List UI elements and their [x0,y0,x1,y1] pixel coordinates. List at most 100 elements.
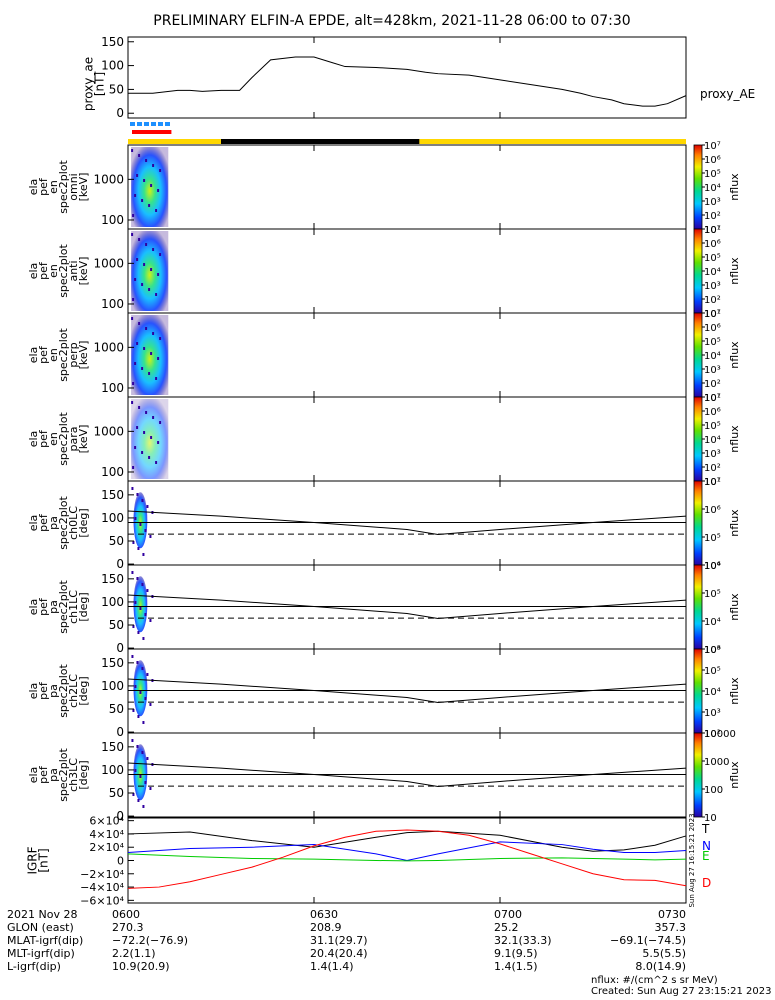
colorbar-tick-label: 10⁷ [704,309,721,320]
pitch-angle-speckle [134,601,137,604]
colorbar-7 [693,732,703,818]
pitch-angle-speckle [132,625,135,628]
spectro-ylabel-omni-line: pef [37,177,50,196]
colorbar-tick-label: 10⁴ [704,435,721,446]
colorbar-tick-label: 10⁵ [704,533,721,544]
colorbar-tick-label: 10⁷ [704,477,721,488]
pa-ylabel-ch2LC-line: pef [37,681,50,700]
pa-ylabel-ch0LC-line: spec2plot [57,496,70,550]
colorbar-label: nflux [728,509,741,537]
y-tick-label: 50 [109,618,124,632]
spectrogram-speckle [131,233,134,236]
spectrogram-speckle [141,283,144,286]
spectrogram-speckle [148,288,151,291]
y-tick-label: 0 [116,557,124,571]
pitch-angle-speckle [141,583,144,586]
pa-ylabel-ch2LC-line: ela [27,683,40,700]
spectro-ylabel-anti-line: anti [67,260,80,281]
y-tick-label: 100 [101,59,124,73]
y-tick-label: 150 [101,488,124,502]
spectro-ylabel-anti-line: [keV] [77,257,90,286]
spectrogram-speckle [148,204,151,207]
y-tick-label: −6×10⁴ [80,894,124,907]
colorbar-tick-label: 10¹ [704,225,721,236]
y-tick-label: 50 [109,534,124,548]
y-tick-label: 100 [101,213,124,227]
y-tick-label: 0 [117,855,124,868]
pitch-angle-speckle [131,739,134,742]
pitch-angle-speckle [146,589,149,592]
colorbar-tick-label: 10¹ [704,477,721,488]
spectrogram-speckle [132,298,135,301]
pitch-angle-speckle [149,787,152,790]
y-tick-label: 0 [116,641,124,655]
colorbar-tick-label: 10³ [704,449,721,460]
y-tick-label: 100 [101,763,124,777]
spectrogram-speckle [148,456,151,459]
spectro-ylabel-para-line: para [67,427,80,452]
colorbar-label: nflux [728,425,741,453]
colorbar-tick-label: 10³ [704,708,721,719]
y-tick-label: 1000 [93,424,124,438]
spectrogram-speckle [157,441,160,444]
y-tick-label: 150 [101,572,124,586]
colorbar-5 [693,564,703,650]
spectrogram-speckle [150,184,153,187]
pa-ylabel-ch1LC-line: pa [47,600,60,614]
y-tick-label: 4×10⁴ [89,828,124,841]
orbit-row-value: 32.1(33.3) [494,934,552,947]
spectro-ylabel-para-line: [keV] [77,425,90,454]
pa-ylabel-ch0LC-line: pa [47,516,60,530]
science-zone-mark [151,122,156,126]
orbit-row-value: 357.3 [654,921,687,934]
science-zone-bar [132,130,172,134]
spectro-ylabel-anti-line: en [47,264,60,278]
y-tick-label: 1000 [93,340,124,354]
spectro-ylabel-para-line: en [47,432,60,446]
pitch-angle-speckle [142,637,145,640]
y-tick-label: 6×10⁴ [89,815,124,828]
igrf-legend-T: T [701,822,710,836]
spectrogram-speckle [150,352,153,355]
spectrogram-data [131,231,169,311]
pitch-angle-speckle [132,793,135,796]
spectrogram-speckle [157,189,160,192]
colorbar-1 [693,228,703,314]
colorbar-6 [693,648,703,734]
spectrogram-speckle [141,367,144,370]
colorbar-tick-label: 10⁵ [704,421,721,432]
pitch-angle-speckle [131,571,134,574]
orbit-row-label: GLON (east) [7,921,74,934]
pitch-angle-data [133,744,148,801]
proxy-ae-legend: proxy_AE [700,87,755,101]
spectrogram-speckle [152,416,155,419]
spectrogram-speckle [134,362,137,365]
pa-ylabel-ch0LC-line: ela [27,515,40,532]
y-tick-label: −4×10⁴ [80,881,124,894]
orbit-row-value: 8.0(14.9) [635,960,686,973]
pa-ylabel-ch3LC-line: pa [47,768,60,782]
colorbar-tick-label: 10⁶ [704,155,721,166]
pitch-angle-speckle [144,781,147,784]
y-tick-label: 0 [116,106,124,120]
spectrogram-speckle [145,327,148,330]
pitch-angle-speckle [136,745,139,748]
science-zone-mark [130,122,135,126]
pa-ylabel-ch3LC-line: ela [27,767,40,784]
pitch-angle-speckle [132,709,135,712]
pitch-angle-speckle [142,721,145,724]
colorbar-tick-label: 10000 [704,729,736,740]
pa-ylabel-ch1LC-line: ela [27,599,40,616]
y-tick-label: 50 [109,786,124,800]
orbit-row-value: 9.1(9.5) [494,947,538,960]
y-tick-label: 2×10⁴ [89,841,124,854]
colorbar-tick-label: 10⁵ [704,253,721,264]
y-tick-label: 100 [101,465,124,479]
pitch-angle-speckle [144,613,147,616]
colorbar-label: nflux [728,341,741,369]
spectrogram-speckle [134,278,137,281]
colorbar-tick-label: 10⁶ [704,239,721,250]
igrf-ylabel: IGRF[nT] [26,846,51,874]
